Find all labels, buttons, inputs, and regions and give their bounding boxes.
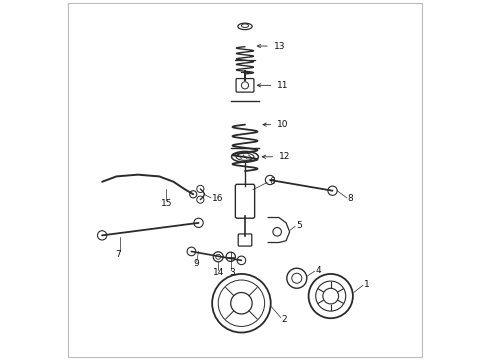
Text: 7: 7 [116, 250, 122, 259]
Text: 13: 13 [273, 41, 285, 50]
Text: 12: 12 [279, 152, 290, 161]
Text: 5: 5 [296, 221, 302, 230]
Text: 11: 11 [277, 81, 289, 90]
Text: 8: 8 [347, 194, 353, 203]
Text: 9: 9 [193, 260, 199, 269]
Text: 15: 15 [161, 199, 172, 208]
Text: 6: 6 [269, 177, 275, 186]
Text: 10: 10 [277, 120, 289, 129]
Text: 2: 2 [281, 315, 287, 324]
Text: 14: 14 [213, 268, 224, 277]
Text: 16: 16 [212, 194, 223, 203]
Text: 3: 3 [229, 268, 235, 277]
Text: 1: 1 [364, 280, 369, 289]
Text: 4: 4 [316, 266, 321, 275]
